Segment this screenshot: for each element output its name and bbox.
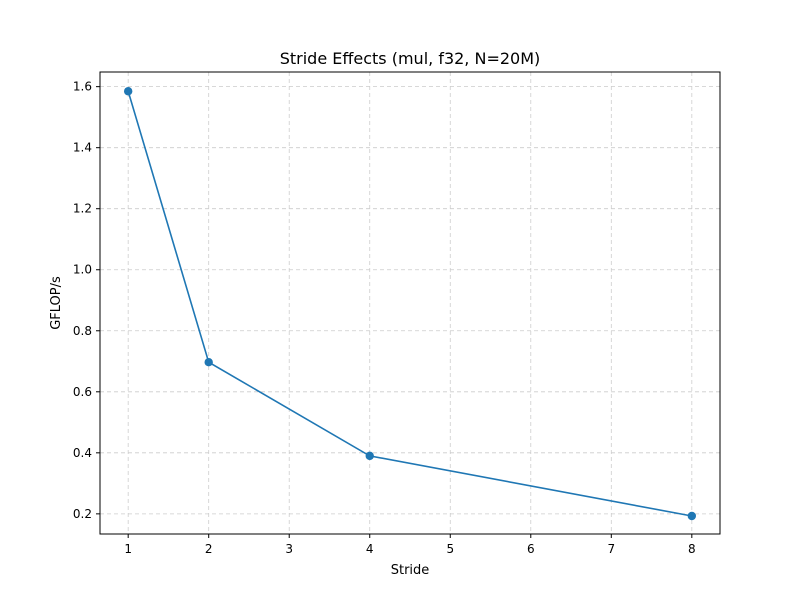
- x-tick-label: 8: [688, 542, 696, 556]
- y-tick-label: 1.4: [73, 141, 92, 155]
- x-tick-label: 7: [607, 542, 615, 556]
- data-point: [204, 357, 213, 367]
- series-line: [127, 90, 692, 517]
- y-tick-label: 1.6: [73, 80, 92, 94]
- y-tick-label: 0.8: [73, 324, 92, 338]
- y-tick-label: 1.2: [73, 202, 92, 216]
- data-point: [365, 451, 374, 461]
- y-tick-label: 0.4: [73, 446, 92, 460]
- chart-title: Stride Effects (mul, f32, N=20M): [280, 49, 541, 68]
- y-tick-label: 1.0: [73, 263, 92, 277]
- x-tick-label: 6: [527, 542, 535, 556]
- grid-lines: [100, 72, 720, 534]
- y-tick-label: 0.6: [73, 385, 92, 399]
- y-axis-label: GFLOP/s: [49, 276, 64, 330]
- x-tick-label: 4: [366, 542, 374, 556]
- x-tick-label: 1: [124, 542, 132, 556]
- axis-ticks: 1 2 3 4 5 6 7 8 0.2 0.4 0.6 0.8 1.0 1.2 1.4 1.6: [73, 80, 696, 556]
- x-tick-label: 2: [205, 542, 213, 556]
- data-point: [687, 511, 697, 521]
- y-tick-label: 0.2: [73, 507, 92, 521]
- plot-frame: [99, 71, 721, 535]
- x-tick-label: 3: [285, 542, 293, 556]
- data-series: [123, 87, 697, 521]
- data-point: [123, 87, 133, 96]
- x-axis-label: Stride: [391, 563, 430, 578]
- x-tick-label: 5: [446, 542, 454, 556]
